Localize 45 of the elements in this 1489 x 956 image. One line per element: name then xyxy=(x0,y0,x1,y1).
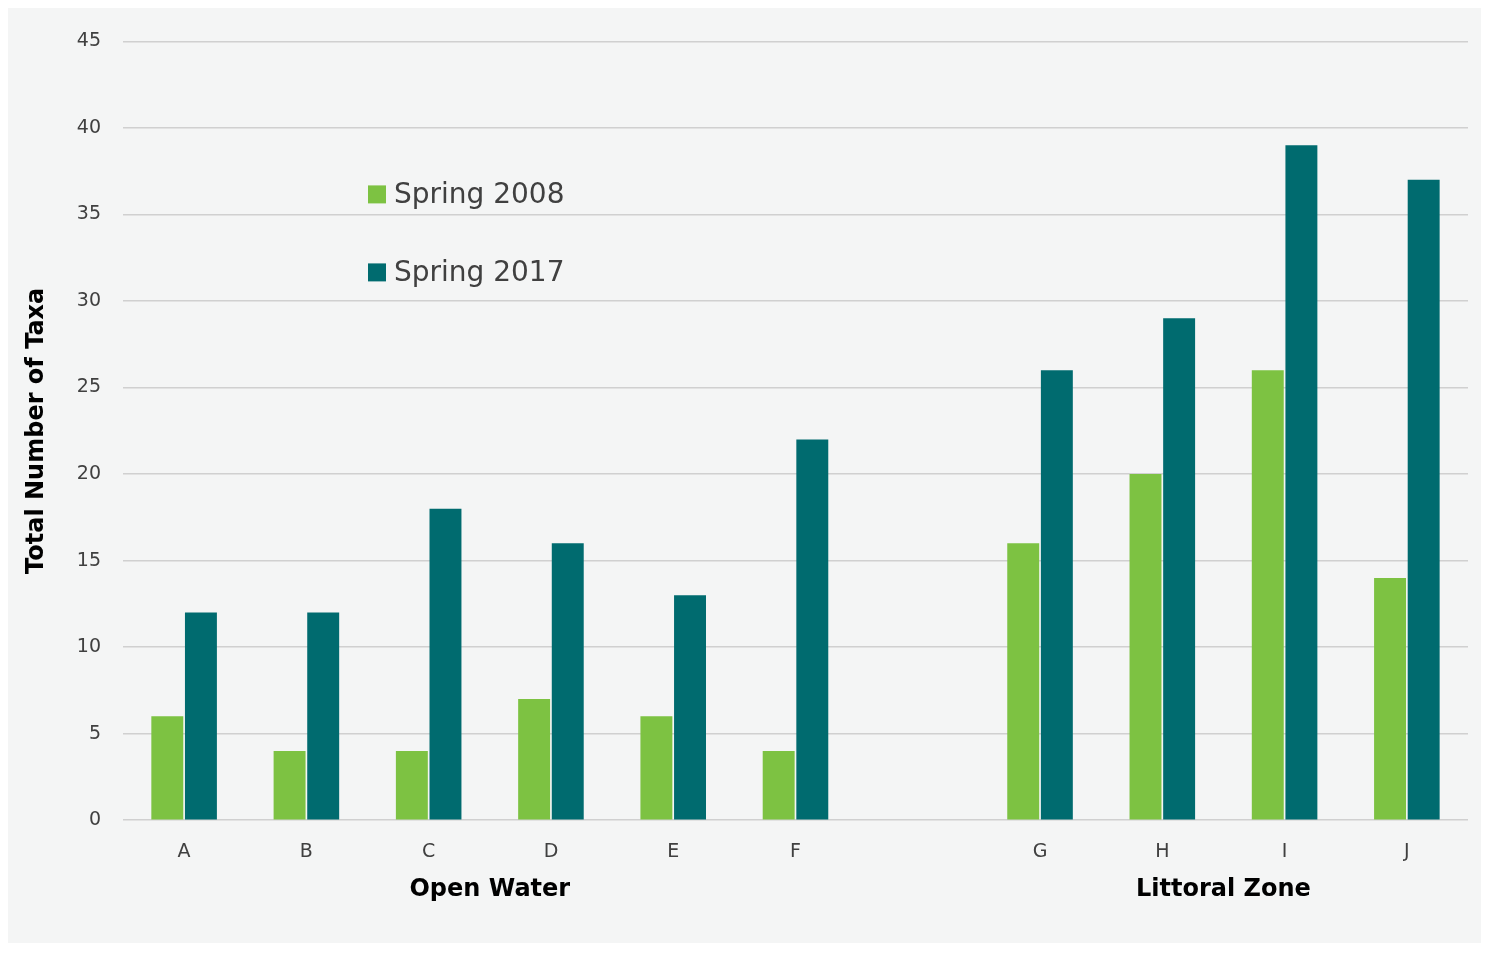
y-tick-label: 15 xyxy=(76,547,101,570)
bar xyxy=(184,612,217,820)
bar xyxy=(429,508,462,820)
x-tick-label: B xyxy=(299,838,313,861)
bar xyxy=(395,750,428,820)
bar xyxy=(1007,543,1040,820)
legend-label: Spring 2017 xyxy=(393,254,565,288)
x-tick-label: F xyxy=(790,838,801,861)
bar xyxy=(1163,318,1196,820)
x-tick-label: A xyxy=(177,838,191,861)
text: Littoral Zone xyxy=(1136,874,1311,903)
legend-label: Spring 2008 xyxy=(393,176,565,210)
bar xyxy=(1251,370,1284,820)
y-axis-title: Total Number of Taxa xyxy=(20,287,49,574)
bar xyxy=(1374,577,1407,820)
y-tick-label: 40 xyxy=(76,114,101,137)
x-tick-label: G xyxy=(1032,838,1048,861)
bar xyxy=(640,716,673,820)
y-tick-label: 35 xyxy=(76,201,101,224)
bar xyxy=(518,699,551,820)
x-tick-label: I xyxy=(1281,838,1288,861)
y-tick-label: 25 xyxy=(76,374,101,397)
y-tick-label: 5 xyxy=(88,720,101,743)
bar xyxy=(1040,370,1073,820)
x-tick-label: J xyxy=(1403,838,1410,861)
bar xyxy=(1129,474,1162,820)
text: Open Water xyxy=(409,874,571,903)
y-tick-label: 10 xyxy=(76,634,101,657)
y-tick-label: 30 xyxy=(76,287,101,310)
bar xyxy=(762,750,795,820)
y-tick-label: 20 xyxy=(76,461,101,483)
bar xyxy=(796,439,829,820)
x-tick-label: C xyxy=(422,838,436,861)
bar xyxy=(273,750,306,820)
y-tick-label: 45 xyxy=(76,28,101,51)
bar xyxy=(1407,179,1440,820)
x-tick-label: E xyxy=(667,838,680,861)
bar xyxy=(674,595,706,820)
y-tick-label: 0 xyxy=(88,807,101,830)
bar xyxy=(551,543,584,820)
x-tick-label: D xyxy=(543,838,559,861)
bar xyxy=(151,716,184,820)
bar xyxy=(307,612,340,820)
bar xyxy=(1285,145,1318,820)
x-tick-label: H xyxy=(1155,838,1170,861)
